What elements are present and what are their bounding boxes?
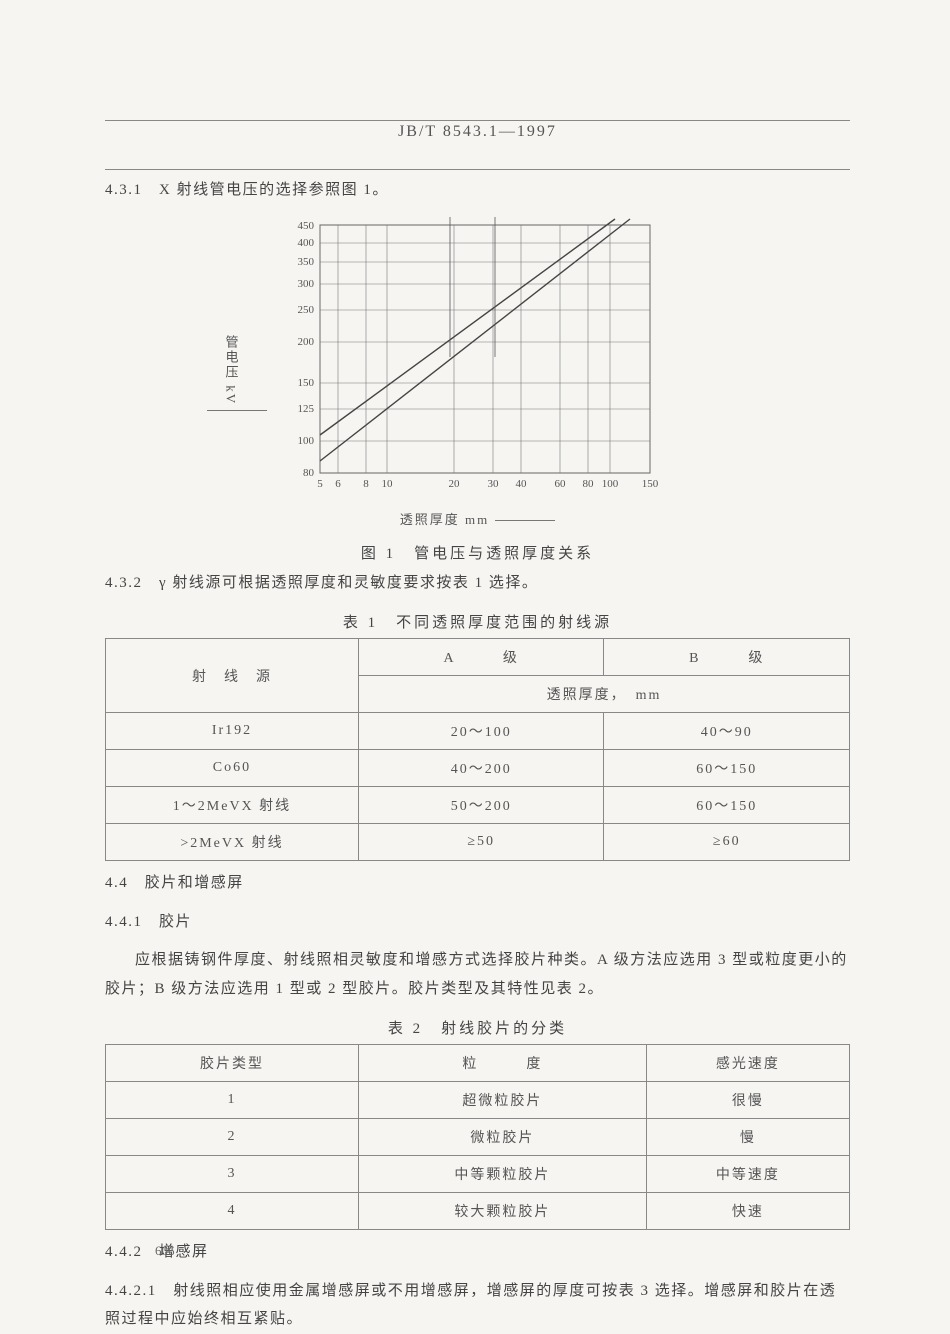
svg-text:450: 450 — [297, 220, 314, 232]
page-number: 606 — [155, 1243, 175, 1259]
svg-text:350: 350 — [297, 256, 314, 268]
svg-text:80: 80 — [303, 467, 315, 479]
table-2-head-speed: 感光速度 — [646, 1045, 849, 1082]
svg-text:100: 100 — [297, 435, 314, 447]
series-a-label: A级 — [479, 215, 500, 216]
section-4-4-1-body: 应根据铸钢件厚度、射线照相灵敏度和增感方式选择胶片种类。A 级方法应选用 3 型… — [105, 946, 850, 1003]
table-row: >2MeVX 射线≥50≥60 — [106, 824, 850, 861]
svg-text:300: 300 — [297, 278, 314, 290]
svg-text:60: 60 — [554, 478, 566, 490]
table-row: 2微粒胶片慢 — [106, 1119, 850, 1156]
table-row: 3中等颗粒胶片中等速度 — [106, 1156, 850, 1193]
figure-1-caption: 图 1 管电压与透照厚度关系 — [105, 542, 850, 563]
table-1-caption: 表 1 不同透照厚度范围的射线源 — [105, 611, 850, 632]
table-row: 1～2MeVX 射线50～20060～150 — [106, 787, 850, 824]
svg-text:150: 150 — [297, 377, 314, 389]
svg-text:5: 5 — [317, 478, 323, 490]
table-1-head-a: A 级 — [358, 639, 604, 676]
svg-text:80: 80 — [582, 478, 594, 490]
svg-text:250: 250 — [297, 304, 314, 316]
table-row: 4较大颗粒胶片快速 — [106, 1193, 850, 1230]
svg-text:400: 400 — [297, 237, 314, 249]
section-4-3-1: 4.3.1 X 射线管电压的选择参照图 1。 — [105, 176, 850, 205]
table-2-caption: 表 2 射线胶片的分类 — [105, 1017, 850, 1038]
table-1-head-source: 射 线 源 — [106, 639, 359, 713]
section-4-4: 4.4 胶片和增感屏 — [105, 869, 850, 898]
svg-text:100: 100 — [601, 478, 618, 490]
section-4-4-2-1: 4.4.2.1 射线照相应使用金属增感屏或不用增感屏，增感屏的厚度可按表 3 选… — [105, 1277, 850, 1334]
svg-text:8: 8 — [363, 478, 369, 490]
section-4-4-2: 4.4.2 增感屏 — [105, 1238, 850, 1267]
section-4-3-2: 4.3.2 γ 射线源可根据透照厚度和灵敏度要求按表 1 选择。 — [105, 569, 850, 598]
svg-text:6: 6 — [335, 478, 341, 490]
series-b-label: B级 — [427, 215, 447, 216]
table-2: 胶片类型 粒 度 感光速度 1超微粒胶片很慢 2微粒胶片慢 3中等颗粒胶片中等速… — [105, 1044, 850, 1230]
table-row: 1超微粒胶片很慢 — [106, 1082, 850, 1119]
svg-text:200: 200 — [297, 336, 314, 348]
svg-text:20: 20 — [448, 478, 460, 490]
table-row: Co6040～20060～150 — [106, 750, 850, 787]
svg-text:125: 125 — [297, 403, 314, 415]
table-1: 射 线 源 A 级 B 级 透照厚度， mm Ir19220～10040～90 … — [105, 638, 850, 861]
chart-x-axis-label: 透照厚度 mm — [243, 509, 713, 528]
doc-header: JB/T 8543.1—1997 — [105, 123, 850, 147]
table-2-head-type: 胶片类型 — [106, 1045, 359, 1082]
svg-text:30: 30 — [487, 478, 499, 490]
table-2-head-grain: 粒 度 — [358, 1045, 646, 1082]
table-1-head-b: B 级 — [604, 639, 850, 676]
table-1-subhead: 透照厚度， mm — [358, 676, 849, 713]
svg-text:150: 150 — [641, 478, 658, 490]
table-row: Ir19220～10040～90 — [106, 713, 850, 750]
voltage-thickness-chart: 管电压 kV — [243, 215, 713, 528]
chart-y-axis-label: 管电压 kV — [201, 335, 267, 411]
svg-text:10: 10 — [381, 478, 393, 490]
svg-text:40: 40 — [515, 478, 527, 490]
section-4-4-1: 4.4.1 胶片 — [105, 908, 850, 937]
